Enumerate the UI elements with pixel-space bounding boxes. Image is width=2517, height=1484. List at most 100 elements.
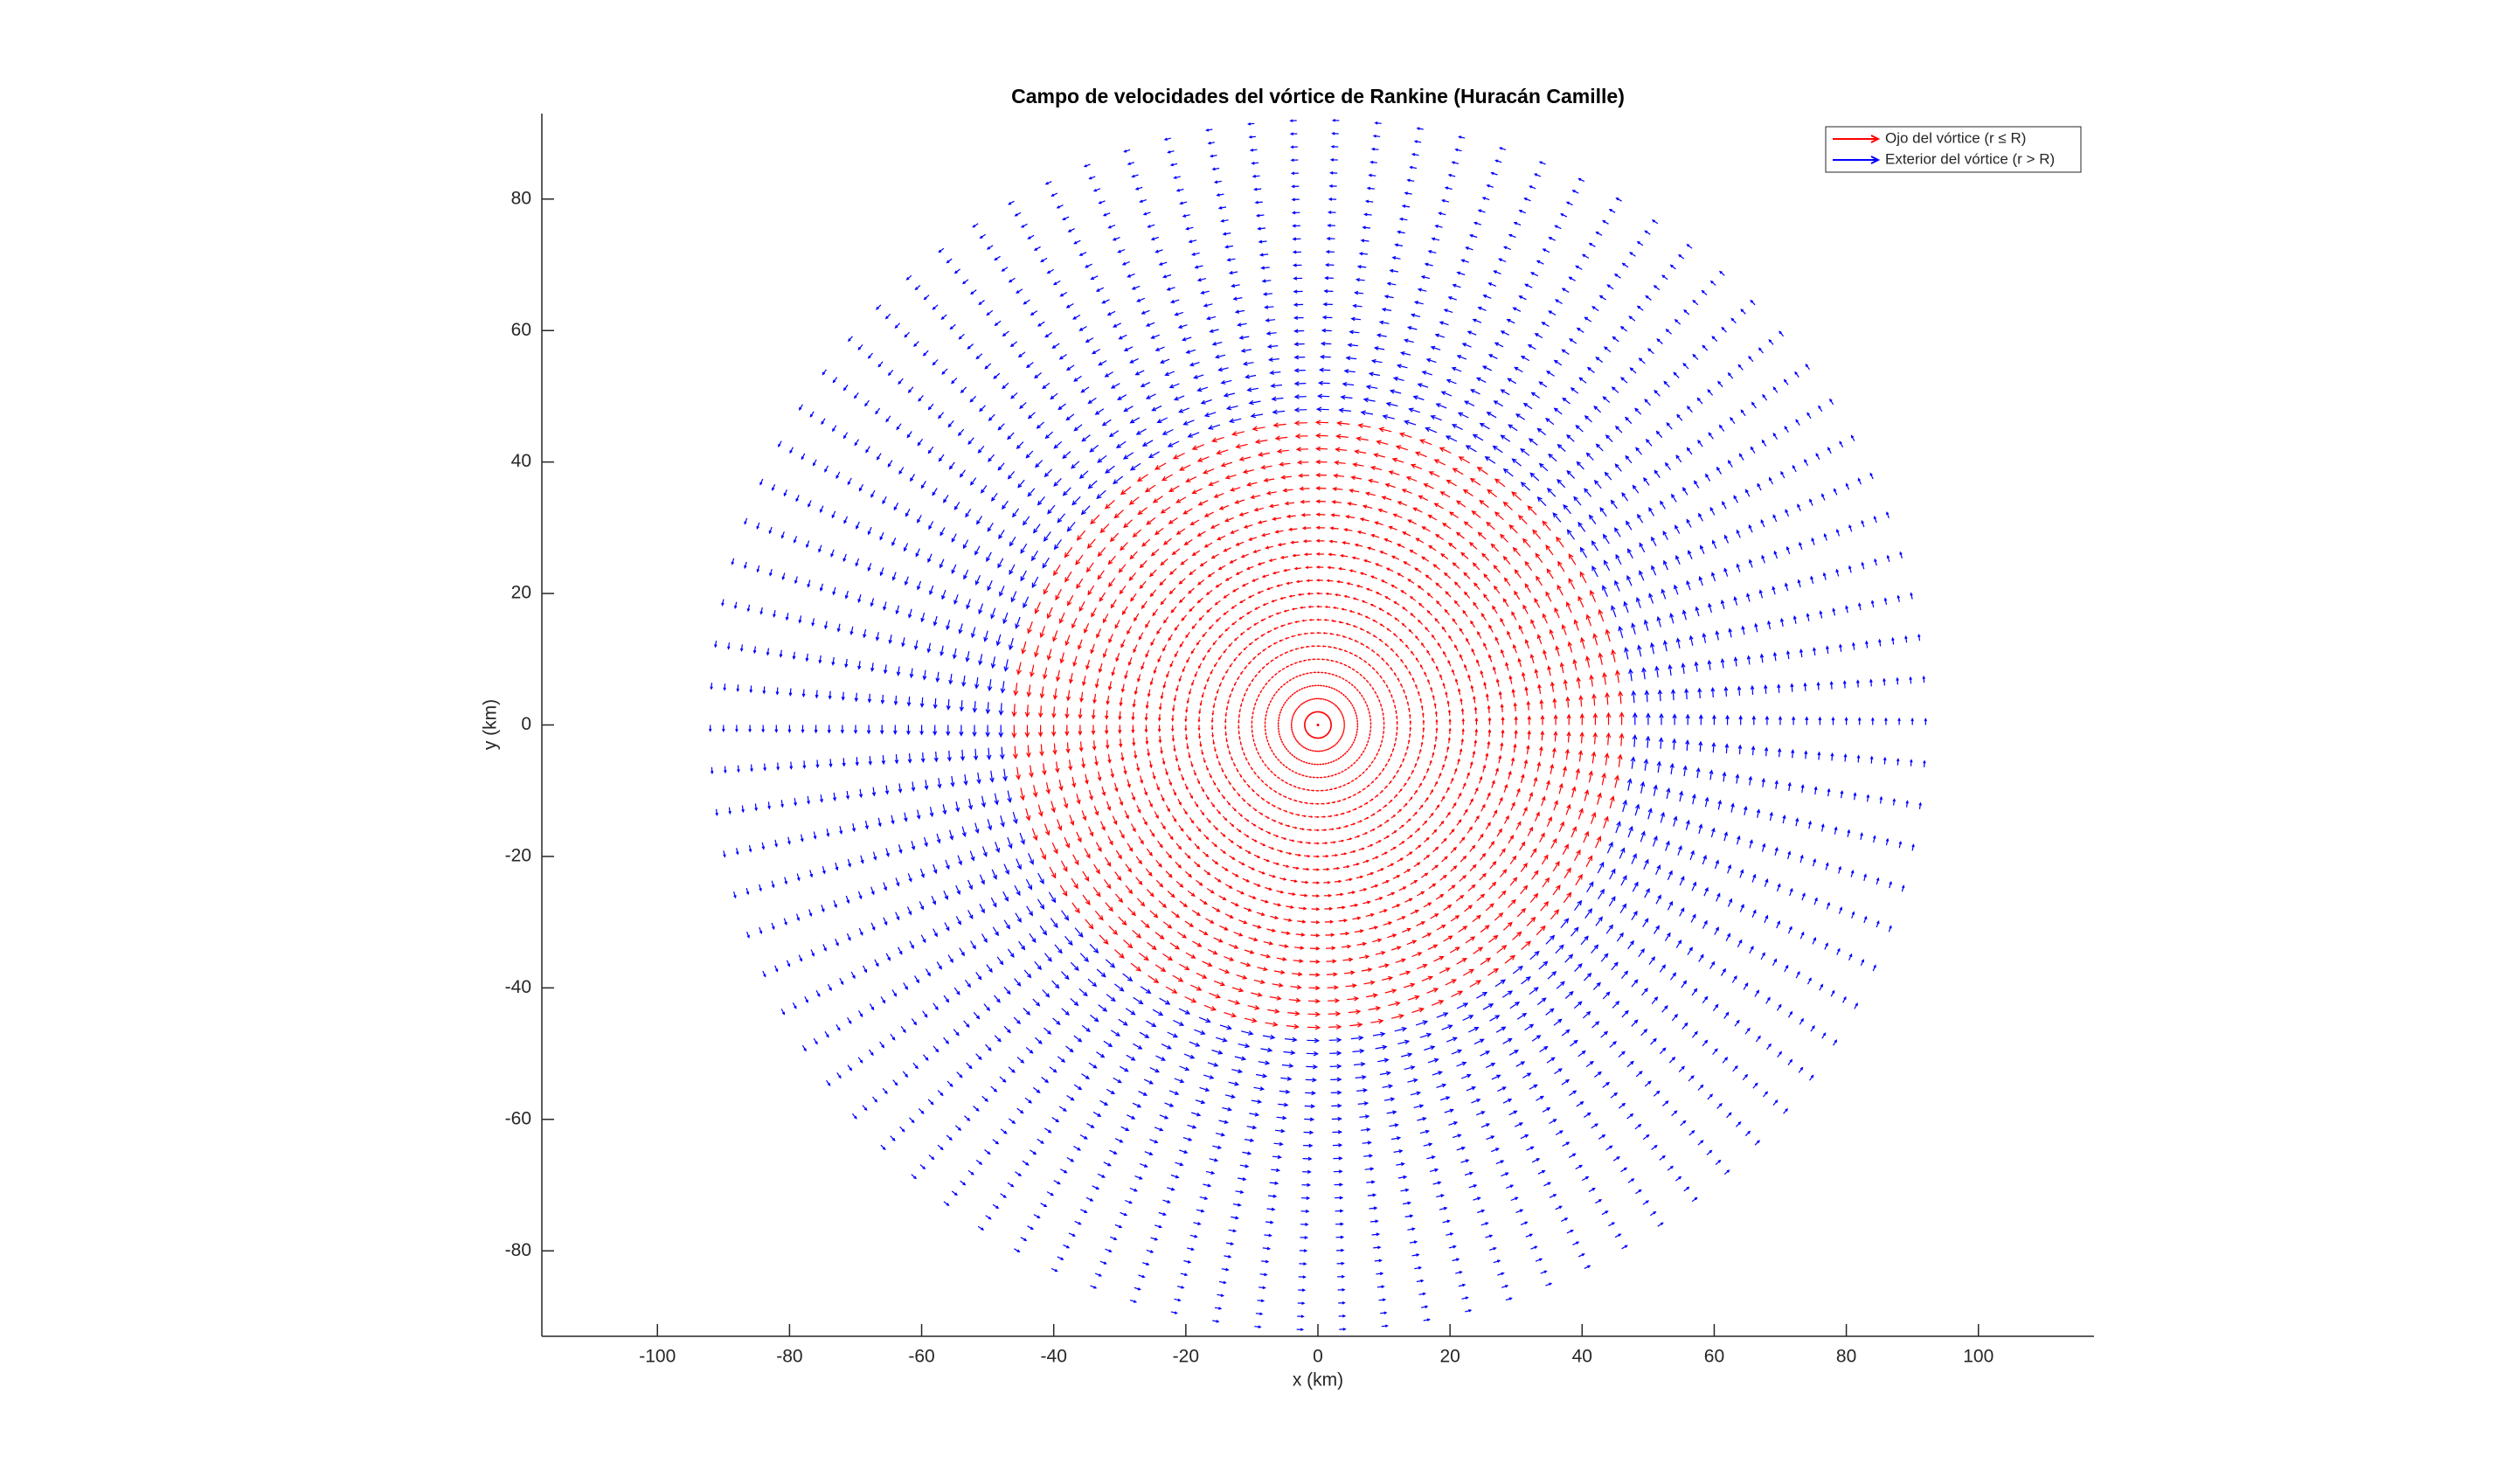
arrow bbox=[1826, 645, 1829, 654]
arrow bbox=[905, 274, 912, 281]
arrow bbox=[977, 1225, 985, 1231]
arrow bbox=[1655, 864, 1661, 876]
arrow bbox=[1152, 496, 1163, 503]
arrow bbox=[1120, 1211, 1128, 1217]
arrow bbox=[919, 725, 924, 736]
arrow bbox=[1774, 780, 1779, 789]
arrow bbox=[1552, 746, 1557, 759]
arrow bbox=[1611, 648, 1617, 662]
arrow bbox=[1452, 801, 1457, 809]
arrow bbox=[1546, 488, 1557, 497]
arrow bbox=[1719, 270, 1725, 276]
arrow bbox=[1432, 1181, 1442, 1185]
arrow bbox=[1155, 783, 1160, 792]
arrow bbox=[1076, 578, 1084, 590]
arrow bbox=[1252, 549, 1261, 553]
arrow bbox=[1352, 625, 1358, 628]
arrow bbox=[955, 801, 960, 813]
arrow bbox=[1267, 1009, 1280, 1014]
arrow bbox=[1277, 543, 1286, 547]
arrow bbox=[1258, 811, 1264, 815]
arrow bbox=[1149, 677, 1154, 686]
arrow bbox=[1132, 1102, 1142, 1108]
arrow bbox=[1207, 948, 1218, 955]
arrow bbox=[994, 995, 1001, 1003]
arrow bbox=[1316, 631, 1321, 635]
arrow bbox=[1483, 593, 1490, 602]
arrow bbox=[1323, 288, 1334, 294]
arrow bbox=[1691, 881, 1697, 891]
arrow bbox=[1772, 958, 1778, 967]
arrow bbox=[985, 702, 991, 715]
arrow bbox=[1414, 828, 1421, 833]
arrow bbox=[1101, 786, 1106, 797]
arrow bbox=[1724, 743, 1730, 754]
arrow bbox=[1795, 970, 1800, 979]
arrow bbox=[1293, 866, 1300, 870]
arrow bbox=[860, 855, 864, 864]
arrow bbox=[1282, 743, 1285, 746]
arrow bbox=[1168, 568, 1177, 575]
arrow bbox=[909, 1117, 915, 1124]
arrow bbox=[949, 829, 954, 841]
arrow bbox=[1861, 561, 1865, 570]
arrow bbox=[1765, 996, 1771, 1004]
arrow bbox=[1329, 726, 1332, 730]
arrow bbox=[1329, 526, 1339, 530]
arrow bbox=[1149, 829, 1155, 837]
arrow bbox=[1337, 1287, 1346, 1292]
arrow bbox=[1785, 649, 1791, 660]
arrow bbox=[1606, 284, 1614, 290]
arrow bbox=[1815, 453, 1820, 461]
arrow bbox=[1015, 1171, 1023, 1176]
arrow bbox=[1335, 704, 1338, 707]
arrow bbox=[1589, 674, 1594, 687]
arrow bbox=[1311, 749, 1314, 752]
arrow bbox=[824, 465, 829, 473]
arrow bbox=[1300, 1196, 1311, 1201]
arrow bbox=[1707, 389, 1714, 396]
arrow bbox=[919, 1164, 926, 1170]
arrow bbox=[1213, 937, 1224, 943]
arrow bbox=[1120, 639, 1126, 648]
arrow bbox=[1413, 140, 1422, 143]
arrow bbox=[1592, 732, 1598, 745]
arrow bbox=[1245, 756, 1248, 761]
arrow bbox=[1322, 855, 1329, 858]
arrow bbox=[1258, 755, 1262, 759]
arrow bbox=[1054, 944, 1063, 954]
arrow bbox=[1307, 998, 1321, 1004]
arrow bbox=[1106, 695, 1110, 705]
arrow bbox=[1575, 265, 1583, 270]
arrow bbox=[943, 1201, 950, 1206]
arrow bbox=[1290, 879, 1298, 883]
arrow bbox=[1874, 558, 1877, 566]
arrow bbox=[1057, 1256, 1064, 1260]
arrow bbox=[1632, 733, 1638, 747]
arrow bbox=[1490, 1148, 1500, 1153]
arrow bbox=[1424, 671, 1427, 677]
arrow bbox=[960, 386, 967, 394]
arrow bbox=[1476, 467, 1488, 475]
arrow bbox=[1148, 451, 1160, 459]
arrow bbox=[1511, 611, 1517, 621]
arrow bbox=[1642, 1134, 1650, 1141]
arrow bbox=[1324, 605, 1331, 608]
arrow bbox=[1133, 996, 1144, 1005]
arrow bbox=[761, 725, 766, 733]
arrow bbox=[1637, 513, 1644, 524]
arrow bbox=[1330, 659, 1335, 662]
arrow bbox=[1142, 817, 1148, 826]
arrow bbox=[1065, 364, 1075, 371]
arrow bbox=[1258, 239, 1267, 244]
arrow bbox=[1037, 321, 1045, 327]
arrow bbox=[1689, 849, 1695, 861]
arrow bbox=[1229, 693, 1232, 698]
arrow bbox=[1051, 980, 1060, 989]
arrow bbox=[1307, 685, 1312, 688]
arrow bbox=[1335, 689, 1338, 691]
arrow bbox=[832, 425, 837, 433]
arrow bbox=[1093, 805, 1099, 816]
arrow bbox=[1422, 933, 1432, 939]
arrow bbox=[1129, 417, 1141, 424]
